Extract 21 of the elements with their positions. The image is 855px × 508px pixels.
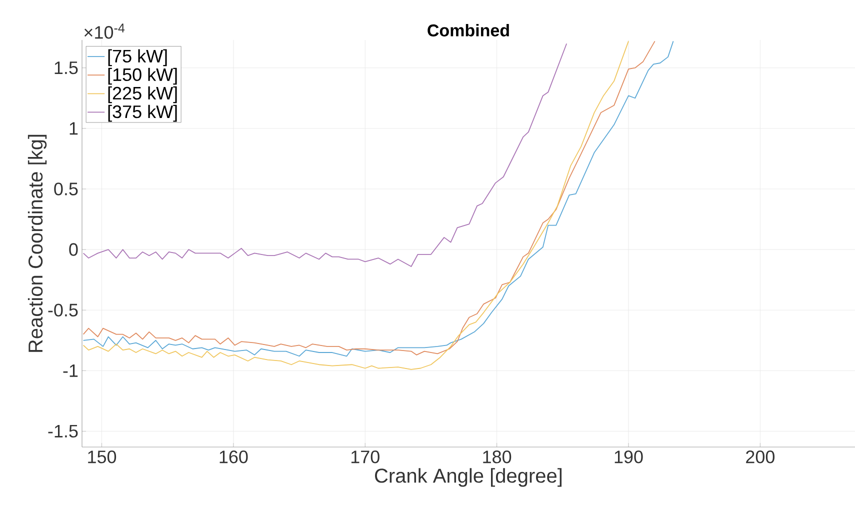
chart-title: Combined <box>428 24 509 36</box>
y-tick-label: -1 <box>63 364 78 377</box>
x-tick-label: 170 <box>351 450 380 464</box>
legend-label: [75 kW] <box>108 49 167 66</box>
text: ×10$^{-4}$ <box>84 24 125 39</box>
y-tick-label: 0 <box>69 243 78 256</box>
x-tick-label: 150 <box>88 450 116 464</box>
legend-label: [150 kW] <box>108 68 177 85</box>
x-tick-label: 190 <box>614 450 643 464</box>
x-tick-label: 160 <box>220 450 248 464</box>
legend-label: [375 kW] <box>108 104 177 122</box>
y-axis-title: Reaction Coordinate [kg] <box>28 134 47 352</box>
x-axis-title: Crank Angle [degree] <box>375 468 562 487</box>
y-tick-label: -0.5 <box>48 304 78 316</box>
y-tick-label: 0.5 <box>54 182 78 196</box>
y-tick-label: 1.5 <box>54 62 78 74</box>
legend-label: [225 kW] <box>108 86 177 104</box>
x-tick-label: 200 <box>746 450 774 464</box>
y-tick-label: 1 <box>70 122 78 135</box>
y-tick-label: -1.5 <box>48 424 78 438</box>
x-tick-label: 180 <box>483 450 512 464</box>
